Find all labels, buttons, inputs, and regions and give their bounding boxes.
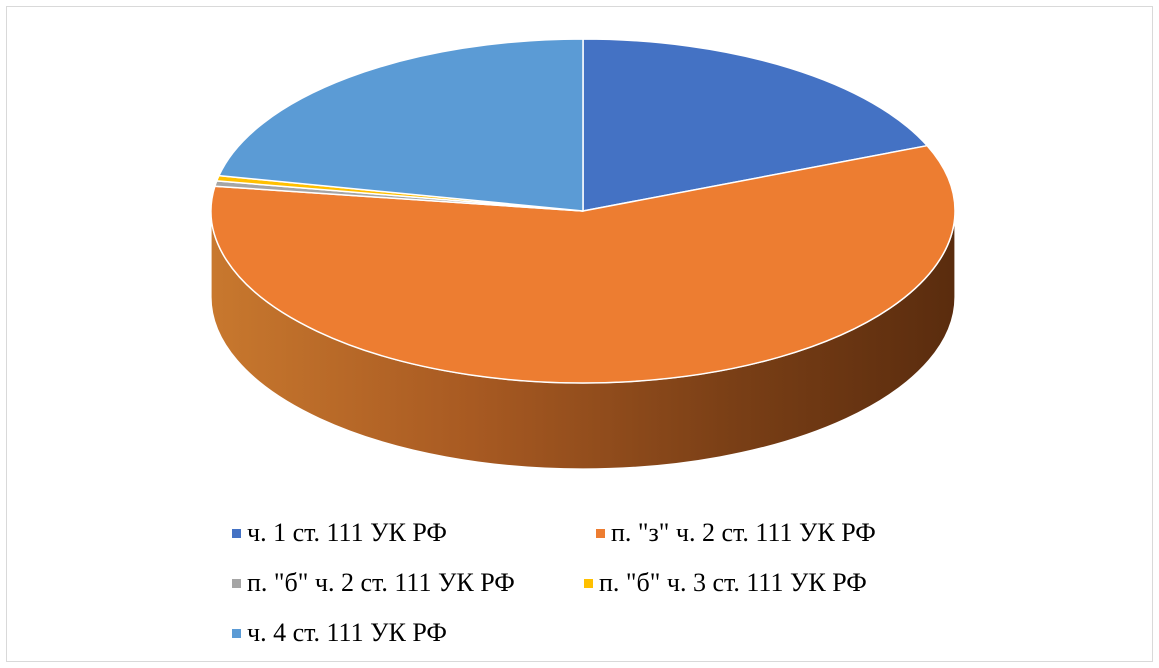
legend-swatch-icon (596, 528, 605, 538)
legend-swatch-icon (584, 578, 593, 588)
legend-label: ч. 4 ст. 111 УК РФ (247, 618, 447, 647)
legend-swatch-icon (232, 578, 241, 588)
legend-label: ч. 1 ст. 111 УК РФ (247, 518, 447, 547)
pie-slice (218, 38, 584, 212)
legend-label: п. "б" ч. 3 ст. 111 УК РФ (599, 568, 867, 597)
pie-top-group (210, 38, 956, 384)
legend-label: п. "з" ч. 2 ст. 111 УК РФ (611, 518, 876, 547)
pie-slice (210, 144, 956, 384)
legend-swatch-icon (232, 628, 241, 638)
legend-item-part2z: п. "з" ч. 2 ст. 111 УК РФ (596, 518, 876, 548)
legend-swatch-icon (232, 528, 241, 538)
legend-item-part4: ч. 4 ст. 111 УК РФ (232, 618, 447, 648)
legend-item-part2b: п. "б" ч. 2 ст. 111 УК РФ (232, 568, 515, 598)
legend-label: п. "б" ч. 2 ст. 111 УК РФ (247, 568, 515, 597)
legend-item-part1: ч. 1 ст. 111 УК РФ (232, 518, 447, 548)
legend-item-part3b: п. "б" ч. 3 ст. 111 УК РФ (584, 568, 867, 598)
pie-slice (582, 38, 928, 212)
